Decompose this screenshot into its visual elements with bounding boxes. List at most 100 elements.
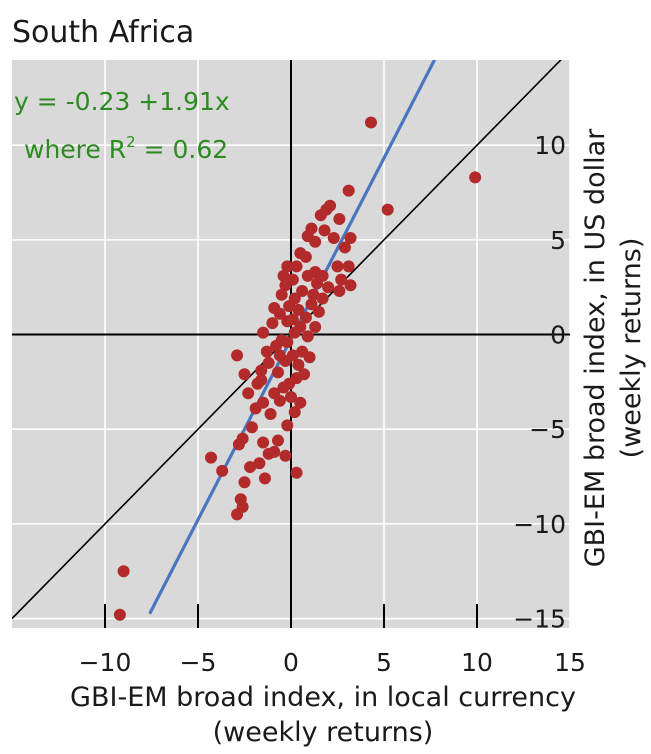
x-tick-label: 15: [554, 648, 586, 677]
y-tick-labels: −15 −10 −5 0 5 10: [513, 131, 566, 633]
data-point: [271, 366, 284, 379]
data-point: [290, 466, 303, 479]
data-point: [344, 231, 357, 244]
y-axis-subtitle: (weekly returns): [616, 238, 647, 459]
data-point: [294, 396, 307, 409]
data-point: [273, 349, 286, 362]
data-point: [322, 281, 335, 294]
y-tick-label: −15: [513, 605, 566, 634]
equation-line: y = -0.23 +1.91x: [14, 87, 230, 116]
x-axis-subtitle: (weekly returns): [213, 717, 434, 748]
data-point: [281, 419, 294, 432]
data-point: [249, 402, 262, 415]
data-point: [281, 336, 294, 349]
x-tick-label: 0: [283, 648, 299, 677]
data-point: [342, 184, 355, 197]
data-point: [262, 356, 275, 369]
data-point: [298, 368, 311, 381]
data-point: [292, 303, 305, 316]
data-point: [117, 565, 130, 578]
y-tick-label: −5: [529, 415, 566, 444]
x-tick-labels: −10 −5 0 5 10 15: [79, 648, 586, 677]
r-squared-label: where R2 = 0.62: [24, 133, 228, 164]
data-point: [318, 224, 331, 237]
data-point: [288, 326, 301, 339]
data-point: [268, 445, 281, 458]
data-point: [205, 451, 218, 464]
data-point: [335, 273, 348, 286]
data-point: [113, 608, 126, 621]
data-point: [338, 241, 351, 254]
data-point: [309, 235, 322, 248]
data-point: [273, 307, 286, 320]
data-point: [288, 406, 301, 419]
data-point: [286, 313, 299, 326]
data-point: [271, 434, 284, 447]
data-point: [312, 305, 325, 318]
y-tick-label: 5: [550, 226, 566, 255]
data-point: [296, 284, 309, 297]
data-point: [301, 269, 314, 282]
data-point: [344, 279, 357, 292]
data-point: [305, 298, 318, 311]
data-point: [231, 508, 244, 521]
r-squared-superscript: 2: [126, 133, 136, 151]
x-tick-label: −10: [79, 648, 132, 677]
data-point: [316, 292, 329, 305]
data-point: [299, 311, 312, 324]
data-point: [258, 472, 271, 485]
chart-title: South Africa: [12, 15, 194, 50]
r-squared-value: = 0.62: [136, 135, 229, 164]
data-point: [232, 438, 245, 451]
data-point: [286, 273, 299, 286]
data-point: [333, 213, 346, 226]
data-point: [303, 351, 316, 364]
data-points: [113, 116, 482, 621]
data-point: [257, 436, 270, 449]
data-point: [266, 317, 279, 330]
data-point: [231, 349, 244, 362]
data-point: [255, 364, 268, 377]
data-point: [381, 203, 394, 216]
data-point: [283, 300, 296, 313]
data-point: [245, 421, 258, 434]
data-point: [307, 288, 320, 301]
x-tick-label: 10: [461, 648, 493, 677]
data-point: [244, 461, 257, 474]
data-point: [257, 326, 270, 339]
data-point: [242, 387, 255, 400]
data-point: [275, 288, 288, 301]
y-tick-label: 10: [534, 131, 566, 160]
data-point: [283, 377, 296, 390]
data-point: [469, 171, 482, 184]
data-point: [331, 260, 344, 273]
data-point: [216, 464, 229, 477]
y-tick-label: 0: [550, 321, 566, 350]
data-point: [364, 116, 377, 129]
y-tick-label: −10: [513, 510, 566, 539]
data-point: [311, 277, 324, 290]
x-axis-title: GBI-EM broad index, in local currency: [70, 682, 576, 713]
y-axis-title: GBI-EM broad index, in US dollar: [580, 128, 611, 567]
data-point: [255, 373, 268, 386]
data-point: [333, 284, 346, 297]
data-point: [324, 199, 337, 212]
x-tick-label: 5: [376, 648, 392, 677]
data-point: [268, 387, 281, 400]
x-tick-label: −5: [180, 648, 217, 677]
data-point: [277, 269, 290, 282]
data-point: [238, 476, 251, 489]
data-point: [299, 250, 312, 263]
data-point: [290, 260, 303, 273]
data-point: [253, 457, 266, 470]
data-point: [281, 260, 294, 273]
data-point: [327, 231, 340, 244]
data-point: [342, 260, 355, 273]
data-point: [238, 368, 251, 381]
data-point: [301, 330, 314, 343]
data-point: [309, 320, 322, 333]
data-point: [292, 358, 305, 371]
data-point: [260, 345, 273, 358]
r-squared-prefix: where R: [24, 135, 126, 164]
